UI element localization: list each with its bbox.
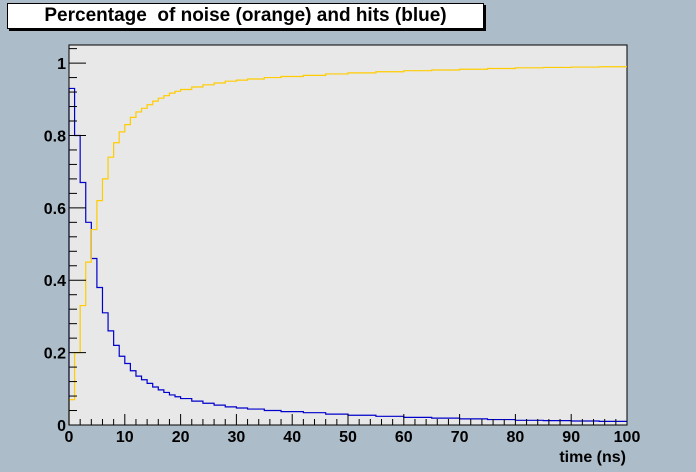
y-tick-label: 0.6 — [44, 201, 66, 218]
x-tick-label: 100 — [614, 429, 641, 446]
y-tick-label: 0.4 — [44, 273, 66, 290]
y-tick-label: 0 — [57, 418, 66, 435]
x-tick-label: 0 — [65, 429, 74, 446]
x-axis-title: time (ns) — [559, 449, 626, 466]
x-tick-label: 10 — [116, 429, 134, 446]
series-layer — [68, 66, 627, 425]
axis-layer: 0 10 20 30 40 50 60 70 80 90 100 0 0.2 0.4 0.6 0.8 1 — [44, 45, 641, 446]
x-tick-label: 80 — [507, 429, 525, 446]
y-tick-label: 0.8 — [44, 128, 66, 145]
plot-frame — [68, 44, 628, 426]
chart-title: Percentage of noise (orange) and hits (b… — [7, 3, 484, 29]
y-tick-label: 0.2 — [44, 346, 66, 363]
x-tick-label: 40 — [283, 429, 301, 446]
series-line-2 — [68, 66, 627, 425]
y-tick-label: 1 — [57, 56, 66, 73]
x-tick-label: 90 — [562, 429, 580, 446]
x-tick-label: 50 — [339, 429, 357, 446]
x-tick-label: 60 — [395, 429, 413, 446]
x-tick-label: 20 — [172, 429, 190, 446]
x-tick-label: 30 — [228, 429, 246, 446]
x-tick-label: 70 — [451, 429, 469, 446]
series-line-1 — [68, 87, 627, 425]
